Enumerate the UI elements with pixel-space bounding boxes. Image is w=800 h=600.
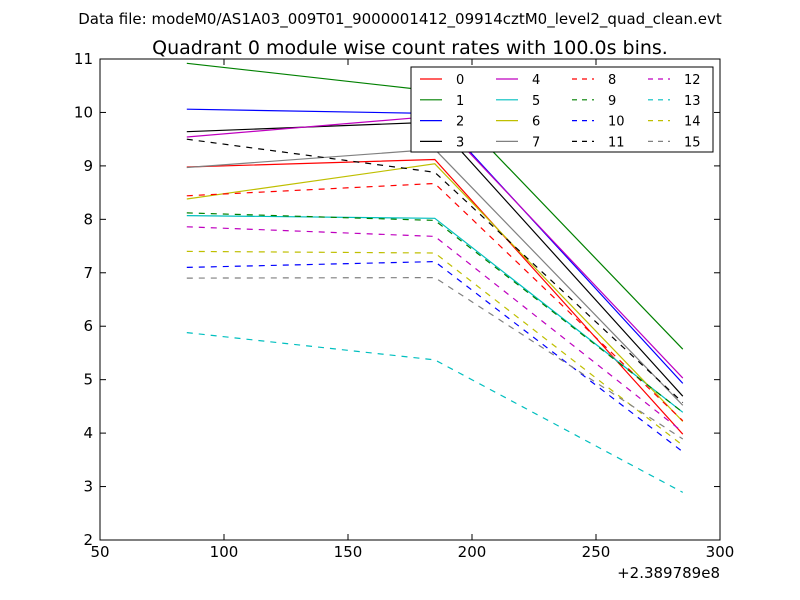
y-tick-label: 9 <box>83 157 93 175</box>
legend-label-5: 5 <box>532 94 540 109</box>
chart-suptitle: Data file: modeM0/AS1A03_009T01_90000014… <box>78 10 722 29</box>
legend-label-0: 0 <box>456 73 464 88</box>
series-line-9 <box>186 212 684 413</box>
series-line-10 <box>186 260 684 453</box>
legend-label-9: 9 <box>608 94 616 109</box>
legend-box <box>410 66 714 153</box>
legend-label-7: 7 <box>532 135 540 150</box>
y-tick-label: 8 <box>83 210 93 228</box>
y-tick-label: 11 <box>74 50 93 68</box>
y-tick-label: 6 <box>83 317 93 335</box>
series-line-13 <box>186 332 684 493</box>
x-tick-label: 100 <box>210 543 239 561</box>
x-tick-label: 200 <box>458 543 487 561</box>
x-offset-label: +2.389789e8 <box>617 564 720 582</box>
chart-title: Quadrant 0 module wise count rates with … <box>152 37 668 59</box>
series-line-14 <box>186 250 684 446</box>
series-line-0 <box>186 158 684 435</box>
y-tick-label: 5 <box>83 371 93 389</box>
axes-frame <box>99 58 721 541</box>
legend-label-1: 1 <box>456 94 464 109</box>
legend-label-3: 3 <box>456 135 464 150</box>
series-line-7 <box>186 148 684 406</box>
legend-label-12: 12 <box>684 73 701 88</box>
legend-label-13: 13 <box>684 94 701 109</box>
x-tick-label: 300 <box>706 543 735 561</box>
x-tick-label: 250 <box>582 543 611 561</box>
y-tick-label: 2 <box>83 531 93 549</box>
legend-label-11: 11 <box>608 135 625 150</box>
y-tick-label: 3 <box>83 478 93 496</box>
x-tick-label: 50 <box>90 543 109 561</box>
y-tick-label: 10 <box>74 103 93 121</box>
legend-label-2: 2 <box>456 115 464 130</box>
y-tick-label: 7 <box>83 264 93 282</box>
legend-label-8: 8 <box>608 73 616 88</box>
series-line-11 <box>186 138 684 404</box>
series-line-15 <box>186 276 684 440</box>
y-tick-label: 4 <box>83 424 93 442</box>
legend-label-14: 14 <box>684 115 701 130</box>
series-line-12 <box>186 226 684 433</box>
legend-label-15: 15 <box>684 135 701 150</box>
series-line-6 <box>186 163 684 422</box>
legend-label-10: 10 <box>608 115 625 130</box>
series-line-4 <box>186 115 684 379</box>
legend-label-4: 4 <box>532 73 540 88</box>
legend-label-6: 6 <box>532 115 540 130</box>
x-tick-label: 150 <box>334 543 363 561</box>
